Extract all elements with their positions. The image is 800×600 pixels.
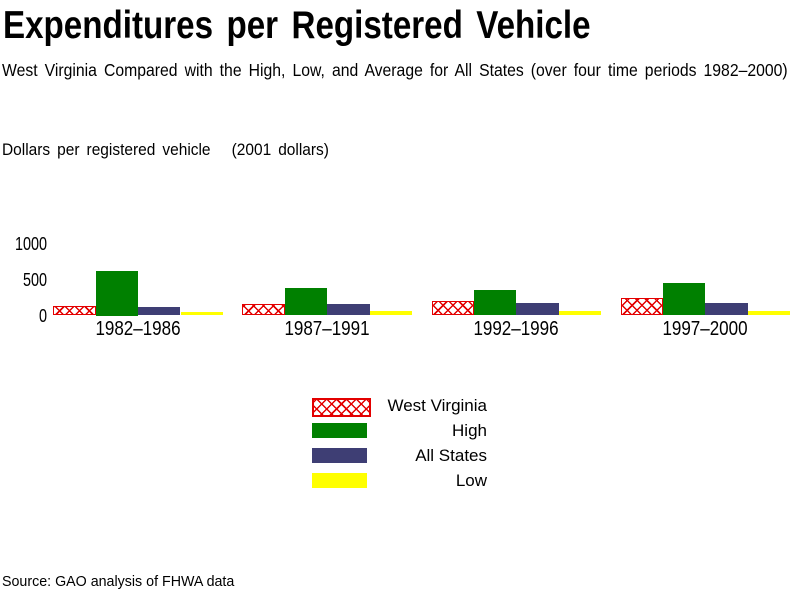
bar-west-virginia-1997-2000 [620, 298, 664, 316]
y-tick-label-0: 0 [38, 305, 47, 326]
legend-label-all-states: All States [415, 445, 487, 465]
page-title: Expenditures per Registered Vehicle [3, 4, 591, 47]
bar-high-1982-1986 [95, 270, 139, 316]
legend-label-low: Low [455, 470, 487, 490]
legend-label-high: High [452, 420, 487, 440]
bar-low-1982-1986 [180, 311, 223, 316]
x-tick-label-1997-2000: 1997–2000 [662, 318, 749, 340]
bar-all-states-1997-2000 [705, 302, 748, 316]
bar-west-virginia-1992-1996 [431, 300, 474, 316]
x-tick-label-1992-1996: 1992–1996 [473, 318, 559, 340]
y-tick-label-500: 500 [22, 269, 47, 290]
bar-low-1987-1991 [369, 310, 413, 316]
legend-swatch-west-virginia [312, 398, 371, 417]
bar-all-states-1987-1991 [327, 304, 370, 316]
bar-west-virginia-1987-1991 [242, 304, 285, 316]
legend-swatch-low [312, 472, 367, 488]
legend-swatch-all-states [312, 447, 367, 463]
source-note: Source: GAO analysis of FHWA data [2, 573, 235, 590]
legend-label-west-virginia: West Virginia [387, 396, 487, 415]
y-axis-title: Dollars per registered vehicle (2001 dol… [2, 140, 329, 159]
x-tick-label-1987-1991: 1987–1991 [284, 318, 370, 340]
page-subtitle: West Virginia Compared with the High, Lo… [2, 60, 788, 80]
legend-swatch-high [312, 422, 367, 438]
bar-all-states-1992-1996 [516, 303, 559, 316]
bar-all-states-1982-1986 [138, 307, 181, 316]
bar-low-1997-2000 [747, 310, 791, 316]
bar-low-1992-1996 [558, 311, 602, 316]
x-tick-label-1982-1986: 1982–1986 [95, 318, 181, 340]
bar-high-1987-1991 [284, 287, 328, 316]
y-tick-label-1000: 1000 [14, 233, 47, 254]
bar-west-virginia-1982-1986 [53, 305, 96, 316]
bar-high-1992-1996 [473, 290, 517, 316]
bar-high-1997-2000 [663, 282, 706, 316]
